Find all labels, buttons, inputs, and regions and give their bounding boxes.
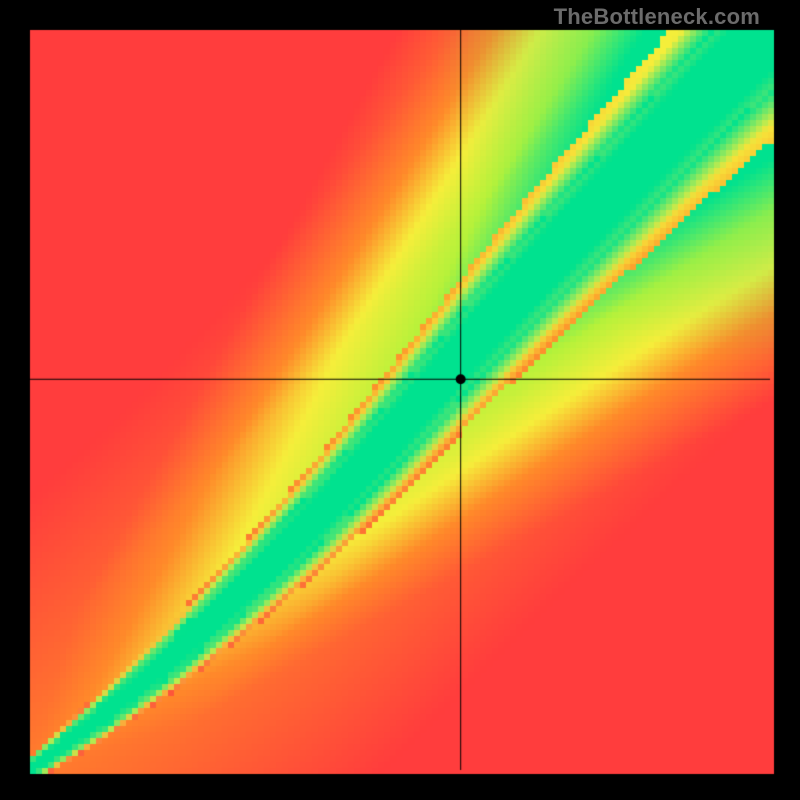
chart-container: TheBottleneck.com xyxy=(0,0,800,800)
bottleneck-heatmap-canvas xyxy=(0,0,800,800)
watermark-text: TheBottleneck.com xyxy=(554,4,760,30)
